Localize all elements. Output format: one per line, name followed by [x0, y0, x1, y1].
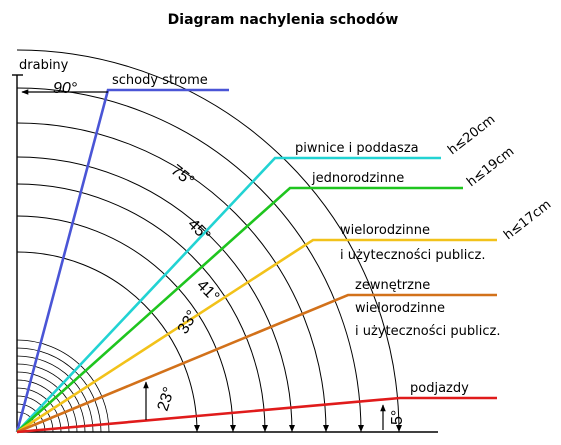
angle-arc: [16, 49, 400, 433]
height-label-20: h≤20cm: [445, 112, 498, 158]
angle-arc: [16, 251, 198, 433]
single-family-line: [16, 186, 463, 433]
angle-arc: [16, 156, 293, 433]
angle-arcs: [16, 49, 402, 433]
basement-attic-line: [16, 156, 441, 433]
top-axis-label: drabiny: [19, 58, 69, 73]
label-multi-family-1: wielorodzinne: [340, 223, 430, 238]
arc-arrowhead: [358, 425, 364, 432]
label-basement-attic: piwnice i poddasza: [295, 141, 419, 156]
height-label-19: h≤19cm: [464, 144, 517, 190]
angle-arc: [16, 122, 327, 433]
outdoor-stairs-line: [16, 293, 497, 434]
label-multi-family-2: i użyteczności publicz.: [340, 248, 486, 263]
angle-arc: [16, 379, 70, 433]
height-label-17: h≤17cm: [501, 197, 554, 243]
angle-arc: [16, 215, 234, 433]
label-outdoor-1: zewnętrzne: [355, 278, 430, 293]
multi-family-line: [16, 238, 497, 434]
angle-arc: [16, 87, 362, 433]
label-single-family: jednorodzinne: [311, 171, 404, 186]
angle-arc: [16, 183, 266, 433]
angle-arc: [16, 347, 102, 433]
angle-arc: [16, 371, 78, 433]
angle-arc: [16, 355, 94, 433]
angle-arc: [16, 387, 62, 433]
arc-arrowhead: [194, 425, 200, 432]
arc-arrowhead: [289, 425, 295, 432]
angle-arc: [16, 339, 110, 433]
arc-arrowhead: [396, 425, 402, 432]
ramps-line: [16, 396, 497, 434]
label-outdoor-2: wielorodzinne: [355, 301, 445, 316]
arc-arrowhead: [323, 425, 329, 432]
arc-arrowhead: [262, 425, 268, 432]
angle-label-45: 45°: [184, 216, 213, 245]
diagram-title: Diagram nachylenia schodów: [168, 12, 399, 28]
angle-label-33: 33°: [175, 308, 202, 337]
label-steep-stairs: schody strome: [112, 73, 208, 88]
arc-arrowhead: [230, 425, 236, 432]
angle-label-75: 75°: [168, 162, 198, 190]
angle-label-5: 5°: [389, 410, 406, 425]
angle-label-90: 90°: [53, 80, 78, 97]
steep-stairs-line: [15, 88, 229, 433]
label-outdoor-3: i użyteczności publicz.: [355, 324, 501, 339]
label-ramps: podjazdy: [410, 381, 469, 396]
angle-arc: [16, 363, 86, 433]
angle-label-23: 23°: [155, 385, 179, 413]
